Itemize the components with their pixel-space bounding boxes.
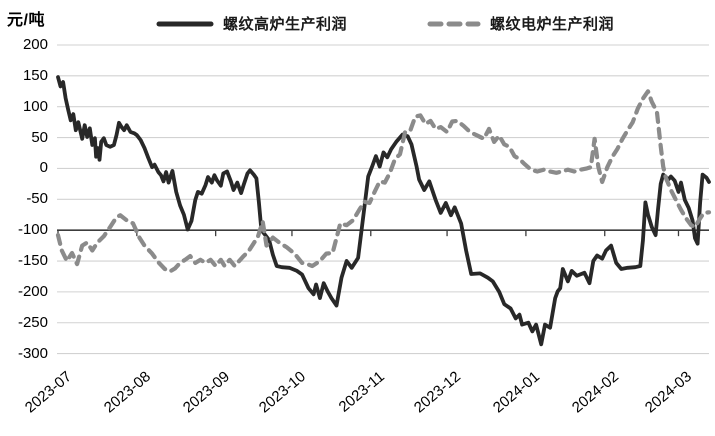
legend: 螺纹高炉生产利润 螺纹电炉生产利润 <box>156 13 614 34</box>
y-tick-label: -100 <box>17 221 48 239</box>
y-tick-label: -150 <box>17 252 48 270</box>
electric-furnace-profit-line <box>55 89 712 274</box>
y-axis-unit-label: 元/吨 <box>7 12 45 29</box>
y-tick-label: 150 <box>22 66 48 84</box>
y-tick-label: 0 <box>39 159 48 177</box>
legend-label-blast-furnace: 螺纹高炉生产利润 <box>223 16 348 33</box>
legend-item-electric-furnace: 螺纹电炉生产利润 <box>427 13 614 34</box>
y-tick-label: -200 <box>17 282 48 300</box>
legend-item-blast-furnace: 螺纹高炉生产利润 <box>156 13 347 34</box>
legend-label-electric-furnace: 螺纹电炉生产利润 <box>490 16 615 33</box>
blast-furnace-profit-line <box>56 75 711 347</box>
y-tick-label: 200 <box>22 36 48 53</box>
solid-line-swatch <box>156 21 214 26</box>
y-tick-label: 50 <box>31 128 48 146</box>
y-tick-label: -250 <box>17 313 48 331</box>
y-tick-label: -50 <box>26 190 48 208</box>
y-tick-label: -300 <box>17 344 48 362</box>
y-tick-label: 100 <box>22 97 48 115</box>
dashed-line-swatch <box>427 21 481 26</box>
